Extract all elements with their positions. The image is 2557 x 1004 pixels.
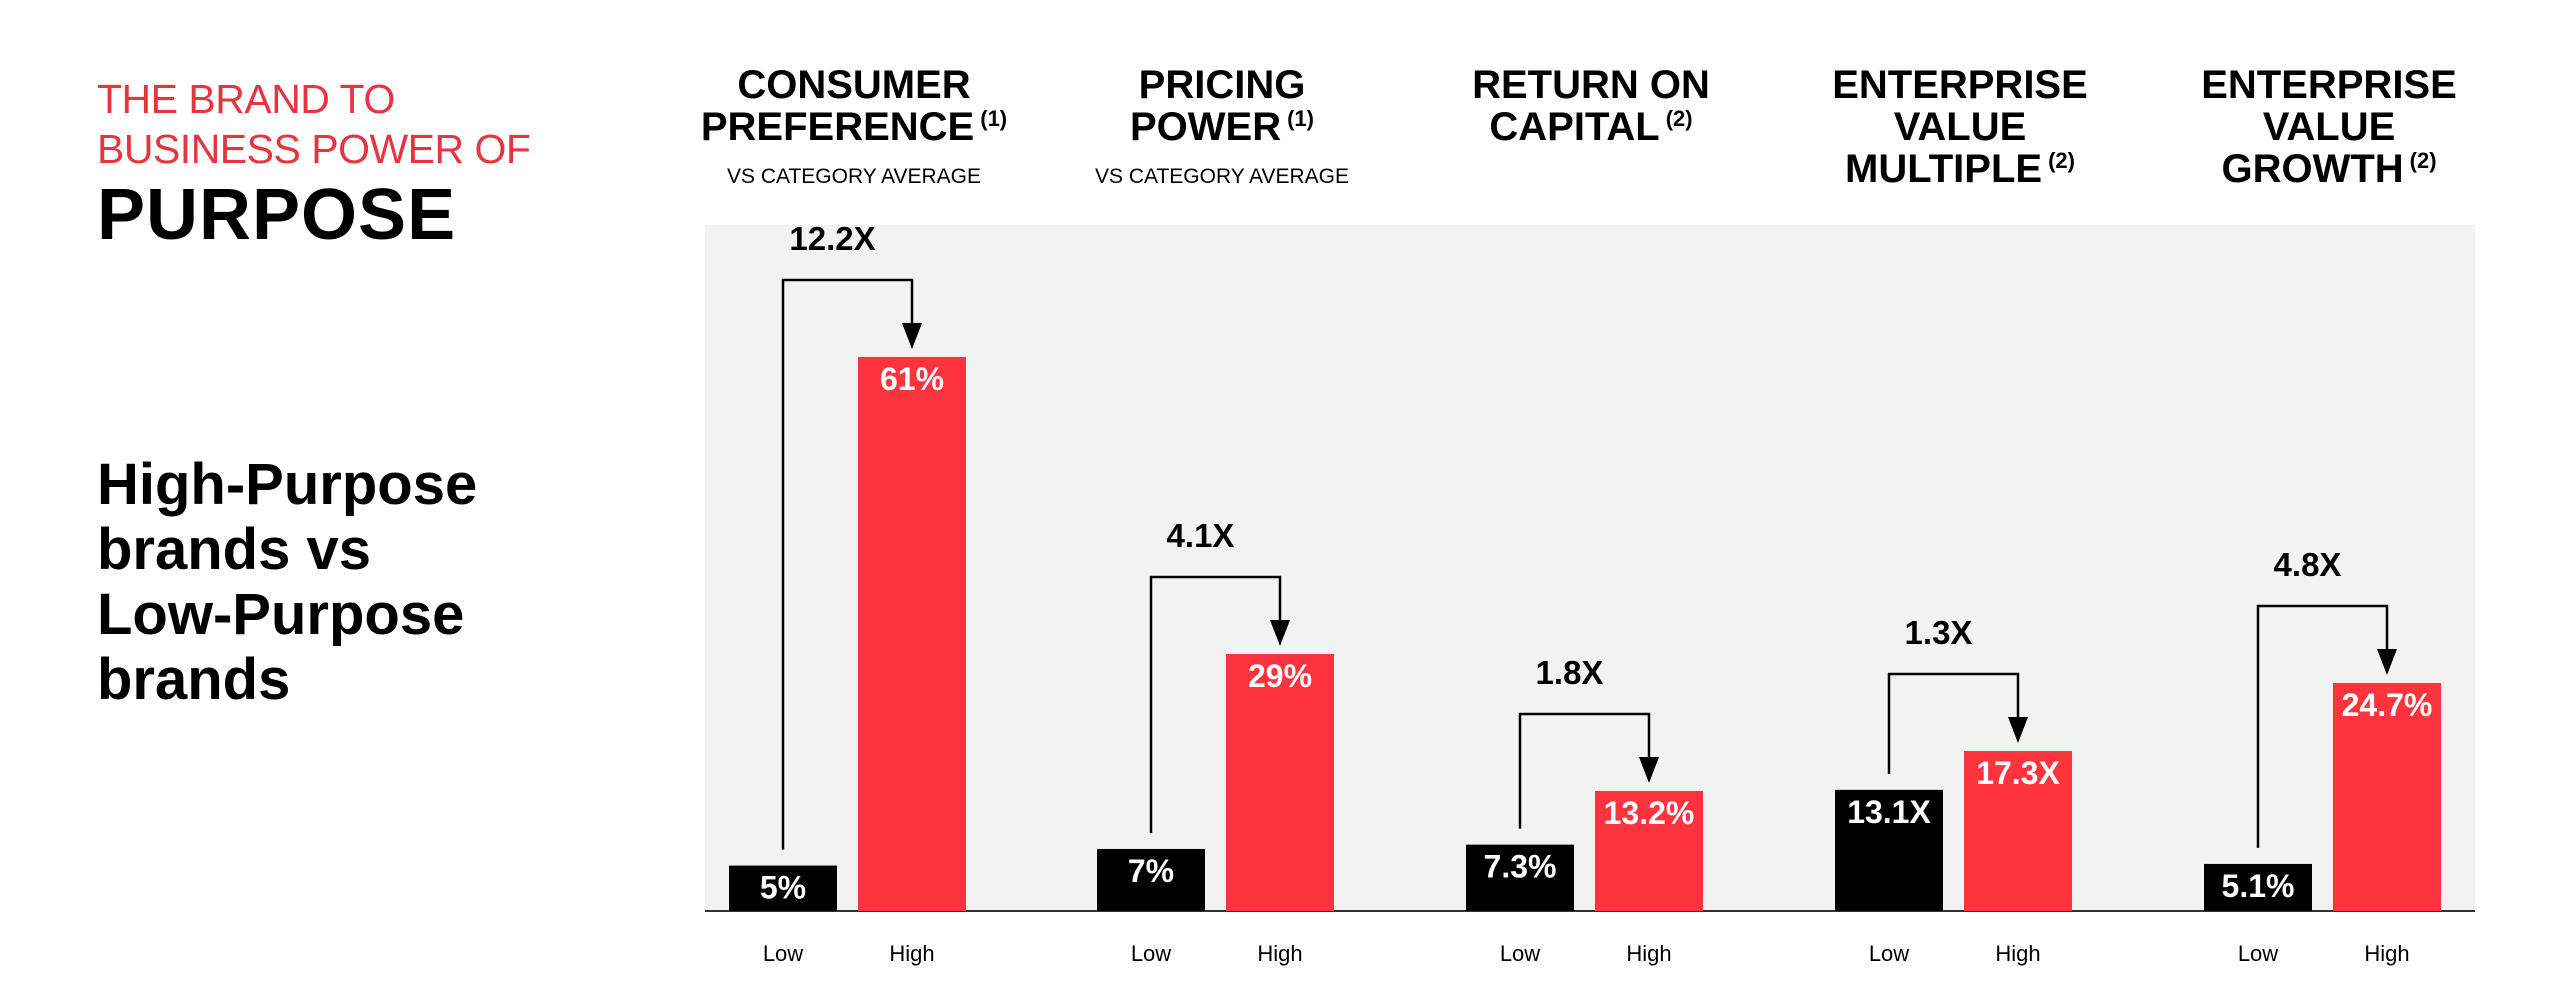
metric-title-line: ENTERPRISE [1832,63,2088,107]
bar-low [1097,848,1205,911]
bar-high [1595,791,1703,911]
arrow-head [1270,620,1290,646]
metric-title-line: MULTIPLE (2) [1845,147,2075,191]
metric-title-line: ENTERPRISE [2201,63,2457,107]
value-label-high: 24.7% [2342,687,2433,723]
arrow-head [902,323,922,349]
headline-line-1: THE BRAND TO [97,76,395,122]
bar-high [1226,654,1334,911]
value-label-low: 7.3% [1484,849,1557,885]
value-label-low: 13.1X [1847,794,1931,830]
bar-low [1835,789,1943,911]
bar-high [858,357,966,911]
headline: THE BRAND TO BUSINESS POWER OF PURPOSE [97,74,531,256]
bar-low [1466,844,1574,911]
subheading-line-4: brands [97,647,291,712]
footnote-marker: (2) [2048,148,2075,173]
category-label-high: High [1995,941,2040,966]
category-label-low: Low [1869,941,1909,966]
subheading-line-3: Low-Purpose [97,582,465,647]
category-label-high: High [1257,941,1302,966]
value-label-high: 13.2% [1604,795,1695,831]
category-label-low: Low [1131,941,1171,966]
value-label-low: 5% [760,870,806,906]
metric-title-line: VALUE [2263,105,2396,149]
subheading-line-2: brands vs [97,517,371,582]
footnote-marker: (1) [1287,106,1314,131]
connector-line [1887,672,2020,774]
connector-line [2256,604,2389,848]
multiplier-label: 12.2X [789,220,875,257]
arrow-head [2377,649,2397,675]
category-label-low: Low [1500,941,1540,966]
multiplier-label: 1.3X [1905,614,1973,651]
value-label-high: 61% [880,361,944,397]
bar-high [2333,683,2441,911]
subheading: High-Purpose brands vs Low-Purpose brand… [97,452,557,712]
arrow-head [2008,717,2028,743]
bar-high [1964,751,2072,911]
headline-purpose: PURPOSE [97,175,457,255]
headline-line-2: BUSINESS POWER OF [97,126,531,172]
metric-subtitle: VS CATEGORY AVERAGE [727,165,981,188]
footnote-marker: (2) [2410,148,2437,173]
connector-line [781,278,914,850]
bar-low [2204,863,2312,911]
value-label-high: 17.3X [1976,755,2060,791]
metric-title-line: POWER (1) [1130,105,1314,149]
metric-title-line: RETURN ON [1472,63,1710,107]
connector-line [1518,712,1651,829]
footnote-marker: (2) [1666,106,1693,131]
arrow-head [1639,757,1659,783]
metric-subtitle: VS CATEGORY AVERAGE [1095,165,1349,188]
metric-title-line: CONSUMER [737,63,970,107]
category-label-low: Low [763,941,803,966]
chart-panel [705,225,2475,911]
metric-title-line: CAPITAL (2) [1489,105,1692,149]
multiplier-label: 1.8X [1536,654,1604,691]
metric-title-line: PRICING [1139,63,1306,107]
metric-title-line: GROWTH (2) [2221,147,2436,191]
category-label-high: High [1626,941,1671,966]
value-label-high: 29% [1248,658,1312,694]
value-label-low: 5.1% [2222,868,2295,904]
bar-low [729,865,837,911]
metric-title-line: PREFERENCE (1) [701,105,1007,149]
subheading-line-1: High-Purpose [97,452,478,517]
category-label-high: High [2364,941,2409,966]
multiplier-label: 4.1X [1167,517,1235,554]
category-label-low: Low [2238,941,2278,966]
multiplier-label: 4.8X [2274,546,2342,583]
value-label-low: 7% [1128,853,1174,889]
metric-title-line: VALUE [1894,105,2027,149]
connector-line [1149,575,1282,833]
footnote-marker: (1) [980,106,1007,131]
category-label-high: High [889,941,934,966]
